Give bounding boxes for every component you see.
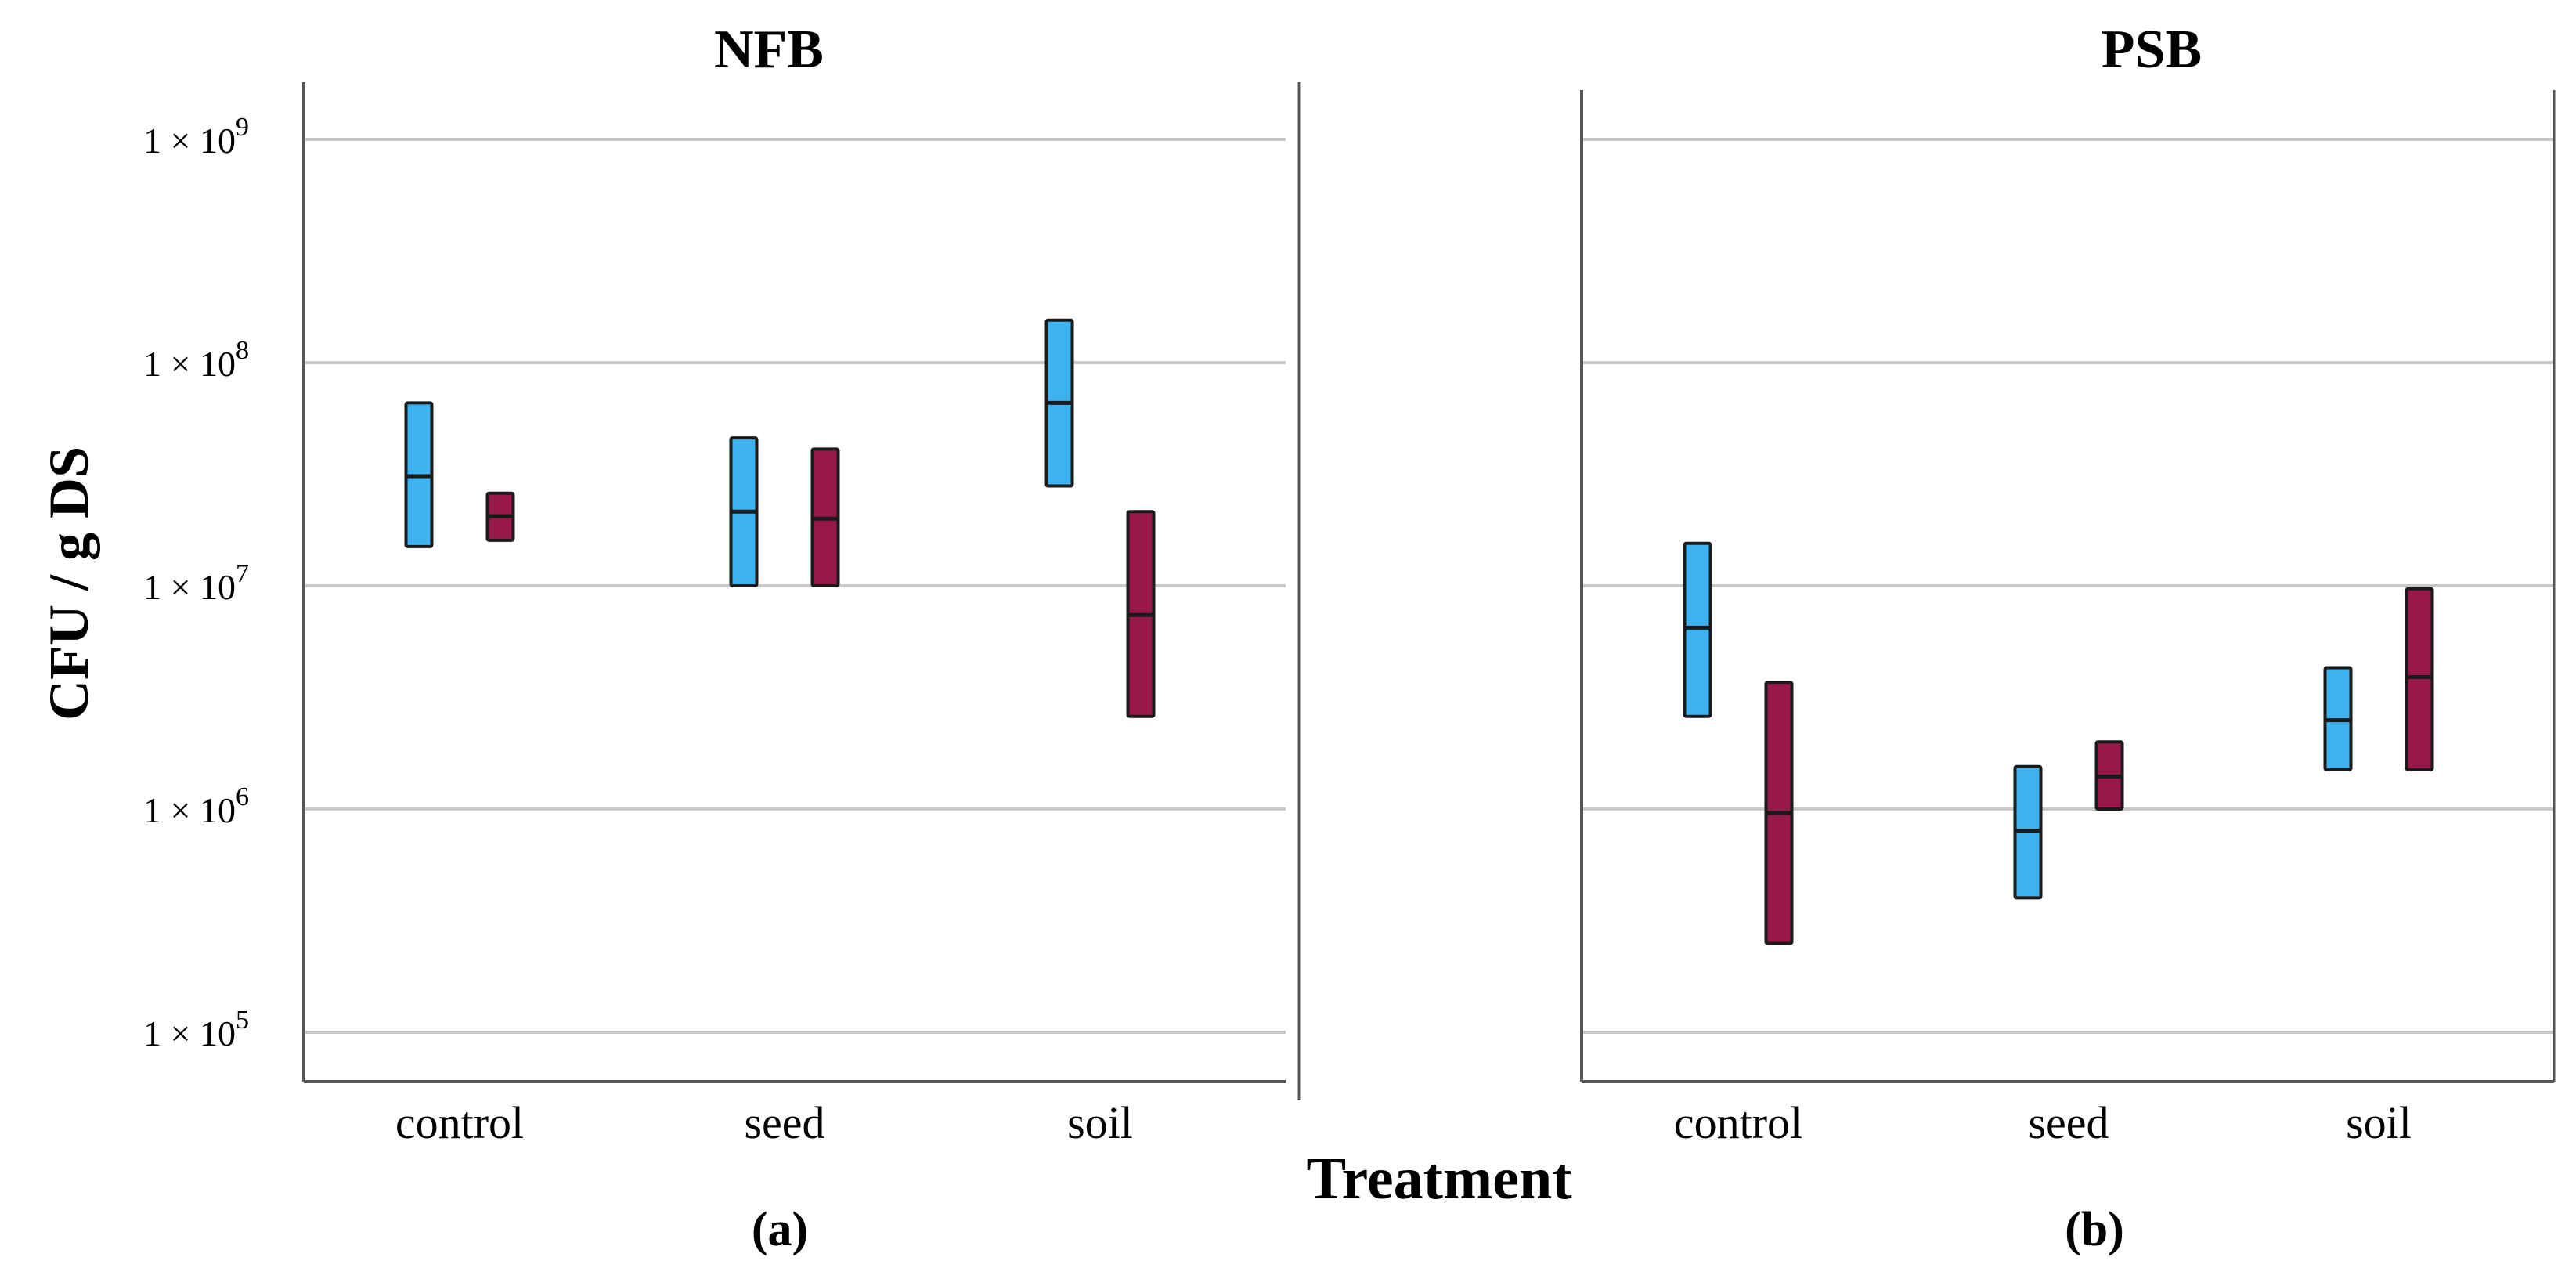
y-axis-label: CFU / g DS <box>38 446 100 721</box>
panel-label-a: (a) <box>752 1203 808 1256</box>
chart-title-psb: PSB <box>2102 20 2202 80</box>
panel-label-b: (b) <box>2065 1203 2124 1256</box>
y-tick-label: 1 × 107 <box>143 559 249 607</box>
gridlines-psb <box>1583 138 2554 1034</box>
box-blue-control <box>1683 541 1712 718</box>
panel-nfb: NFB 1 × 109 1 × 108 1 × 107 1 × 106 1 × … <box>143 20 1301 1256</box>
x-tick-label-seed: seed <box>2028 1097 2109 1148</box>
chart-title-nfb: NFB <box>714 20 824 80</box>
x-tick-labels-nfb: control seed soil <box>395 1097 1133 1148</box>
y-tick-label: 1 × 105 <box>143 1006 249 1053</box>
x-tick-label-seed: seed <box>744 1097 824 1148</box>
x-tick-label-control: control <box>1674 1097 1802 1148</box>
y-tick-label: 1 × 109 <box>143 113 249 161</box>
x-tick-labels-psb: control seed soil <box>1674 1097 2412 1148</box>
x-axis-label: Treatment <box>1306 1146 1571 1212</box>
y-tick-labels-nfb: 1 × 109 1 × 108 1 × 107 1 × 106 1 × 105 <box>143 113 249 1053</box>
boxes-psb <box>1683 541 2434 945</box>
gridlines-nfb <box>305 138 1286 1034</box>
x-tick-label-control: control <box>395 1097 524 1148</box>
y-tick-label: 1 × 108 <box>143 336 249 384</box>
y-tick-label: 1 × 106 <box>143 782 249 830</box>
panel-psb: PSB control seed soil (b) <box>1580 20 2556 1256</box>
box-maroon-soil <box>2405 587 2434 771</box>
boxes-nfb <box>404 318 1156 718</box>
x-tick-label-soil: soil <box>2346 1097 2412 1148</box>
x-tick-label-soil: soil <box>1067 1097 1133 1148</box>
